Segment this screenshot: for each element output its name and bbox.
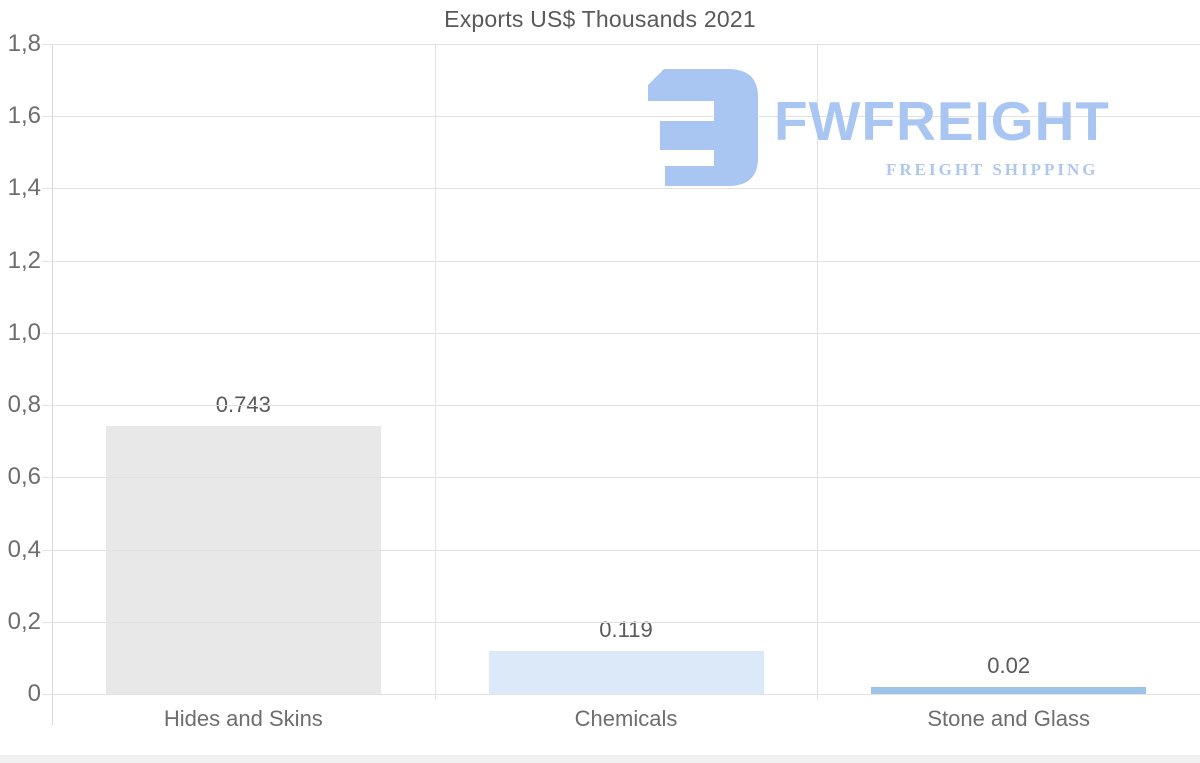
y-axis-tick-label: 1,4 — [7, 174, 41, 202]
fwfreight-logo-icon — [648, 69, 758, 186]
y-axis-tick-label: 0,8 — [7, 391, 41, 419]
gridline-y-1_0 — [42, 332, 1200, 334]
gridline-y-0_4 — [42, 549, 1200, 551]
logo-name: FWFREIGHT — [774, 90, 1110, 152]
gridline-y-1_8 — [42, 44, 1200, 45]
y-axis-tick-label: 0,2 — [7, 607, 41, 635]
y-axis-tick-label: 1,0 — [7, 318, 41, 346]
gridline-y-0_6 — [42, 477, 1200, 479]
x-axis-label-stone-and-glass: Stone and Glass — [927, 706, 1090, 731]
chart-title: Exports US$ Thousands 2021 — [444, 6, 756, 32]
y-axis-tick-label: 1,8 — [7, 30, 41, 57]
y-axis-tick-label: 1,2 — [7, 246, 41, 274]
fwfreight-watermark: FWFREIGHT FREIGHT SHIPPING — [648, 68, 1110, 187]
value-label-stone-and-glass: 0.02 — [987, 652, 1031, 678]
value-label-chemicals: 0.119 — [599, 617, 653, 643]
y-axis-line — [52, 44, 53, 725]
gridline-y-1_6 — [42, 116, 1200, 118]
y-axis-tick-label: 0 — [27, 680, 41, 707]
bar-hides-and-skins — [105, 425, 381, 694]
gridline-y-1_4 — [42, 188, 1200, 190]
logo-text-block: FWFREIGHT FREIGHT SHIPPING — [774, 68, 1110, 180]
gridline-y-0_2 — [42, 621, 1200, 623]
value-label-hides-and-skins: 0.743 — [215, 391, 271, 417]
bar-stone-and-glass — [871, 686, 1147, 694]
logo-tagline: FREIGHT SHIPPING — [886, 160, 1099, 179]
category-separator — [434, 44, 436, 700]
y-axis-tick-label: 1,6 — [7, 102, 41, 130]
y-axis-tick-label: 0,6 — [7, 463, 41, 491]
gridline-y-0_8 — [42, 405, 1200, 407]
gridline-y-1_2 — [42, 260, 1200, 262]
category-separator — [817, 44, 819, 700]
bottom-strip — [0, 755, 1200, 763]
bar-chemicals — [488, 651, 764, 694]
y-axis-tick-label: 0,4 — [7, 535, 41, 563]
gridline-y-0 — [42, 694, 1200, 695]
x-axis-label-hides-and-skins: Hides and Skins — [163, 706, 323, 731]
x-axis-label-chemicals: Chemicals — [574, 706, 678, 731]
